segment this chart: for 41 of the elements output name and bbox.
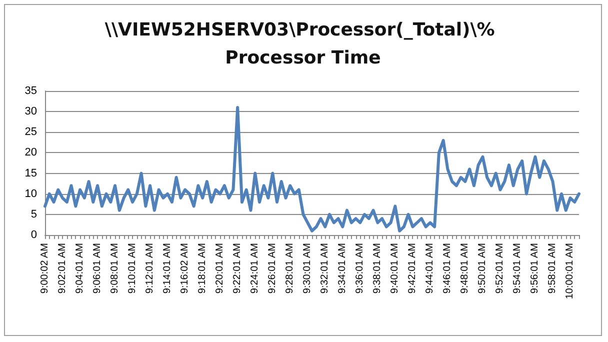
x-tick-label: 9:22:01 AM bbox=[232, 243, 244, 294]
x-tick-label: 9:56:01 AM bbox=[530, 243, 541, 294]
x-tick-label: 9:06:01 AM bbox=[92, 243, 104, 294]
x-tick-label: 9:38:01 AM bbox=[372, 243, 384, 294]
y-tick-label: 30 bbox=[24, 106, 37, 118]
x-tick-label: 9:42:01 AM bbox=[407, 243, 418, 294]
x-tick-label: 9:14:01 AM bbox=[162, 243, 174, 294]
x-tick-label: 9:00:02 AM bbox=[40, 243, 50, 294]
y-tick-label: 10 bbox=[24, 188, 37, 200]
x-tick-label: 9:18:01 AM bbox=[197, 243, 208, 294]
y-tick-label: 5 bbox=[30, 208, 37, 220]
x-tick-label: 9:54:01 AM bbox=[512, 243, 524, 294]
y-tick-label: 20 bbox=[24, 146, 37, 159]
chart-title: \\VIEW52HSERV03\Processor(_Total)\% Processor Time bbox=[104, 20, 502, 68]
x-tick-label: 9:08:01 AM bbox=[110, 243, 121, 294]
y-tick-label: 25 bbox=[24, 126, 37, 138]
x-tick-label: 9:36:01 AM bbox=[354, 243, 366, 294]
line-series bbox=[44, 106, 580, 232]
x-tick-label: 9:48:01 AM bbox=[460, 243, 471, 294]
y-tick-label: 15 bbox=[24, 167, 37, 180]
x-tick-label: 9:32:01 AM bbox=[320, 243, 331, 294]
x-tick-label: 9:50:01 AM bbox=[477, 243, 488, 294]
x-tick-label: 9:12:01 AM bbox=[144, 243, 156, 294]
x-tick-label: 9:02:01 AM bbox=[57, 243, 68, 294]
x-tick-label: 9:44:01 AM bbox=[424, 243, 436, 294]
x-tick-label: 9:20:01 AM bbox=[214, 243, 226, 294]
x-tick-label: 9:10:01 AM bbox=[127, 243, 138, 294]
x-tick-label: 10:00:01 AM bbox=[564, 243, 576, 300]
x-tick-label: 9:34:01 AM bbox=[337, 243, 348, 294]
y-tick-label: 0 bbox=[30, 229, 37, 241]
x-tick-label: 9:26:01 AM bbox=[267, 243, 278, 294]
x-tick-label: 9:52:01 AM bbox=[494, 243, 506, 294]
x-tick-label: 9:58:01 AM bbox=[547, 243, 558, 294]
x-tick-label: 9:28:01 AM bbox=[284, 243, 296, 294]
x-tick-label: 9:46:01 AM bbox=[442, 243, 454, 294]
x-tick-label: 9:16:02 AM bbox=[180, 243, 191, 294]
x-tick-label: 9:30:01 AM bbox=[302, 243, 314, 294]
y-tick-label: 35 bbox=[24, 85, 37, 97]
x-tick-label: 9:24:01 AM bbox=[250, 243, 261, 294]
x-tick-label: 9:40:01 AM bbox=[390, 243, 401, 294]
x-tick-label: 9:04:01 AM bbox=[74, 243, 86, 294]
